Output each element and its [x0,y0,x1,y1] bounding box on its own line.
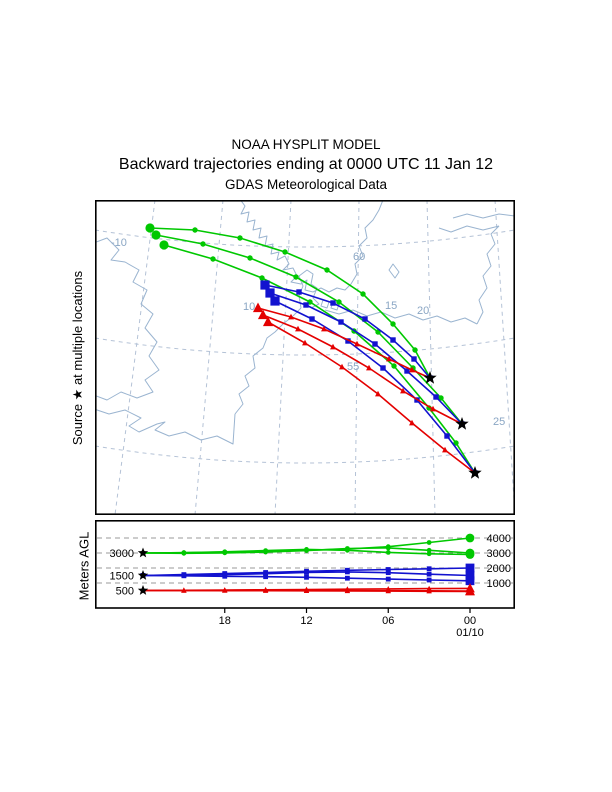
gotland-island [388,263,400,279]
source-star-markers [423,371,482,479]
gulf-of-finland-coastline [438,213,515,233]
svg-text:01/10: 01/10 [456,627,484,638]
svg-text:15: 15 [385,300,397,312]
trajectory-map-panel: -10 60 10 15 20 55 25 [95,200,515,515]
svg-text:10: 10 [243,301,255,313]
svg-text:12: 12 [300,615,312,627]
baltic-south-coastline [324,309,478,325]
north-sea-southeast-coastline [234,307,302,415]
map-border [95,200,515,515]
svg-text:25: 25 [493,416,505,428]
title-block: NOAA HYSPLIT MODEL Backward trajectories… [0,135,612,194]
svg-text:-10: -10 [111,237,127,249]
map-gridlines [95,200,515,515]
svg-text:2000: 2000 [487,563,511,575]
map-grid-labels: -10 60 10 15 20 55 25 [111,237,505,428]
svg-text:55: 55 [347,361,359,373]
plot-title: Backward trajectories ending at 0000 UTC… [118,156,494,173]
svg-text:00: 00 [464,615,476,627]
profile-series [140,533,475,596]
svg-text:3000: 3000 [110,548,134,560]
profile-y-axis-label: Meters AGL [76,531,92,601]
svg-text:60: 60 [353,251,365,263]
svg-text:1500: 1500 [110,571,134,583]
svg-text:4000: 4000 [487,533,511,545]
svg-text:500: 500 [116,586,134,598]
svg-text:1000: 1000 [487,578,511,590]
britain-coastline [95,237,160,401]
svg-text:20: 20 [417,305,429,317]
meteo-data-subtitle: GDAS Meteorological Data [224,177,388,192]
map-trajectories [145,223,478,476]
map-y-axis-label: Source ★ at multiple locations [70,270,85,446]
channel-france-coastline [95,408,236,445]
profile-border [95,520,515,609]
model-title: NOAA HYSPLIT MODEL [231,137,381,152]
svg-text:06: 06 [382,615,394,627]
svg-text:18: 18 [219,615,231,627]
svg-text:3000: 3000 [487,548,511,560]
baltic-east-coastline [476,225,500,325]
